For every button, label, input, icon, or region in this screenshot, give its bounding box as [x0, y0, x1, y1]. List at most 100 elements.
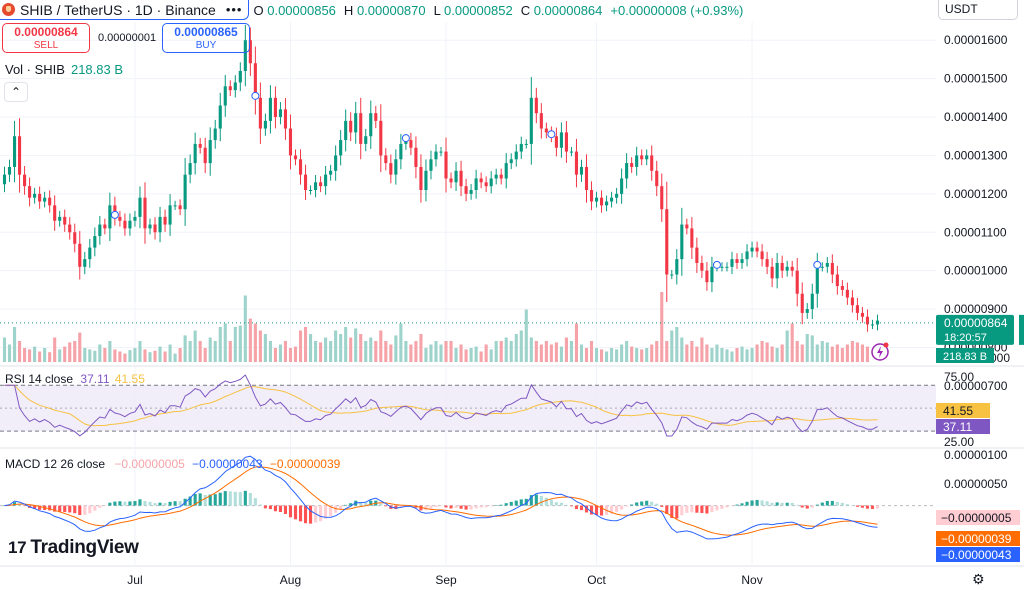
candle [419, 154, 423, 203]
macd-hist-bar [620, 505, 624, 510]
volume-bar [464, 349, 468, 362]
buy-button[interactable]: 0.00000865 BUY [162, 23, 250, 53]
volume-bar [173, 353, 177, 362]
candle [78, 231, 82, 280]
candle [710, 256, 714, 293]
rsi-ma-line [4, 384, 878, 427]
candle-body [815, 266, 819, 294]
candle [399, 133, 403, 170]
macd-hist-bar [198, 493, 202, 506]
macd-hist-bar [208, 494, 212, 506]
candle [303, 164, 308, 200]
candle-body [645, 155, 649, 160]
macd-hist-bar [750, 500, 754, 506]
candle [469, 184, 473, 200]
volume-bar [584, 348, 589, 362]
volume-bar [399, 323, 403, 362]
volume-bar [594, 348, 599, 362]
candle-body [379, 120, 383, 156]
volume-bar [554, 342, 558, 362]
sell-button[interactable]: 0.00000864 SELL [2, 23, 90, 53]
volume-bar [278, 344, 283, 362]
macd-tag-value: −0.00000043 [941, 548, 1012, 562]
volume-bar [298, 330, 303, 362]
volume-bar [233, 327, 237, 362]
candle [504, 153, 508, 189]
candle [675, 249, 679, 285]
rsi-legend[interactable]: RSI 14 close 37.11 41.55 [5, 372, 145, 386]
volume-bar [499, 341, 503, 362]
candle [138, 186, 142, 229]
volume-bar [238, 325, 242, 362]
volume-bar [680, 337, 684, 362]
candle-body [449, 178, 453, 183]
tradingview-logo[interactable]: 17 TradingView [8, 537, 139, 559]
candle [454, 162, 458, 191]
macd-hist-bar [660, 505, 664, 507]
macd-hist-bar [243, 490, 247, 506]
volume-bar [735, 348, 739, 362]
macd-hist-bar [494, 505, 498, 506]
volume-bar [845, 344, 849, 362]
candle [379, 104, 383, 173]
volume-bar [579, 344, 584, 362]
event-marker-icon [251, 91, 260, 100]
volume-bar [745, 349, 749, 362]
candle [98, 215, 102, 245]
macd-hist-bar [444, 505, 448, 508]
candle [775, 252, 779, 289]
candle-body [324, 174, 328, 187]
candle-body [574, 151, 579, 175]
candle [489, 171, 493, 194]
time-axis-label: Oct [587, 573, 606, 587]
candle [625, 153, 629, 189]
macd-hist-bar [539, 496, 543, 506]
macd-hist-bar [158, 502, 162, 506]
macd-hist-bar [680, 505, 684, 516]
chevron-up-icon: ⌃ [10, 85, 22, 99]
candle [635, 146, 639, 176]
candle [369, 100, 373, 149]
macd-hist-bar [253, 498, 257, 506]
event-marker-icon [110, 210, 119, 219]
candle-body [7, 166, 12, 175]
candle [308, 185, 313, 195]
macd-hist-bar [38, 505, 42, 510]
candle-body [640, 155, 644, 160]
lightning-icon [871, 343, 889, 361]
macd-hist-bar [213, 494, 217, 506]
macd-hist-bar [143, 500, 147, 506]
symbol-title[interactable]: SHIB / TetherUS · 1D · Binance [20, 1, 216, 18]
more-icon[interactable]: ••• [225, 2, 243, 17]
candle [534, 87, 538, 124]
candle [278, 102, 283, 125]
candle-body [298, 159, 303, 175]
ohlc-legend: O 0.00000856 H 0.00000870 L 0.00000852 C… [253, 3, 743, 18]
candle-body [228, 86, 232, 91]
volume-bar [158, 346, 162, 362]
candle-body [865, 316, 870, 325]
volume-bar [605, 351, 609, 362]
collapse-legend-button[interactable]: ⌃ [4, 82, 28, 102]
candle [88, 238, 92, 268]
macd-hist-bar [665, 505, 669, 515]
volume-bar [7, 344, 12, 362]
volume-bar [529, 337, 533, 362]
candle-body [263, 120, 267, 129]
candle [444, 137, 448, 193]
volume-legend[interactable]: Vol · SHIB 218.83 B [5, 62, 123, 77]
volume-bar [188, 341, 192, 362]
candle-body [534, 97, 538, 114]
candle-body [564, 132, 568, 152]
volume-bar [454, 348, 458, 362]
volume-bar [384, 341, 388, 362]
currency-selector[interactable]: USDT [938, 0, 1018, 20]
macd-legend[interactable]: MACD 12 26 close −0.00000005 −0.00000043… [5, 457, 340, 471]
macd-hist-bar [484, 505, 488, 508]
candle-body [765, 259, 769, 267]
volume-bar [118, 351, 122, 362]
symbol-box[interactable]: SHIB / TetherUS · 1D · Binance ••• [0, 0, 250, 20]
gear-icon[interactable]: ⚙ [972, 571, 985, 587]
volume-bar [474, 346, 478, 362]
